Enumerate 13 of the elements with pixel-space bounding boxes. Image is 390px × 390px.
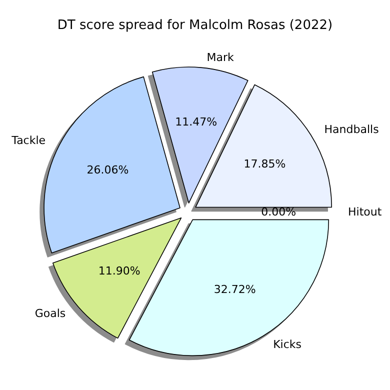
chart-title: DT score spread for Malcolm Rosas (2022) xyxy=(57,18,333,33)
data-label: 11.47% xyxy=(175,115,218,128)
data-label: 26.06% xyxy=(86,164,129,177)
slice-label: Handballs xyxy=(324,123,380,136)
category-label: Hitout xyxy=(348,206,382,218)
data-label: 32.72% xyxy=(214,283,256,296)
data-label: 11.90% xyxy=(98,264,140,278)
slice-label: Mark xyxy=(206,51,235,64)
text: 0.00% xyxy=(261,206,296,218)
data-label: 17.85% xyxy=(244,157,286,170)
slice-label: Kicks xyxy=(273,338,302,352)
slice-label: Tackle xyxy=(10,134,46,147)
slice-label: Goals xyxy=(34,306,66,320)
